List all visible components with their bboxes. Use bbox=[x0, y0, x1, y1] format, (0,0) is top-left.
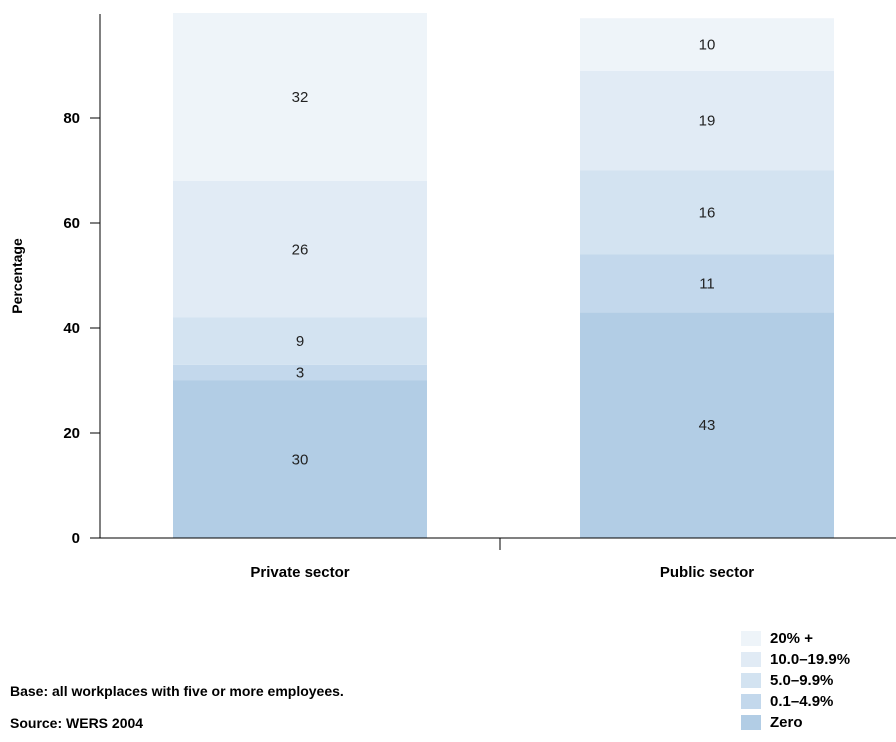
bar-segment bbox=[173, 181, 427, 318]
bar-segment bbox=[580, 254, 834, 313]
y-tick-label: 20 bbox=[63, 425, 80, 442]
legend-label: Zero bbox=[770, 714, 803, 731]
legend-label: 20% + bbox=[770, 630, 813, 647]
base-note: Base: all workplaces with five or more e… bbox=[10, 683, 344, 699]
source-note: Source: WERS 2004 bbox=[10, 715, 144, 731]
y-tick-label: 0 bbox=[72, 530, 80, 547]
legend-item: 10.0–19.9% bbox=[741, 649, 850, 670]
data-label: 32 bbox=[292, 89, 309, 106]
data-label: 43 bbox=[699, 417, 716, 434]
plot-area: 30 3 9 26 32 Private sector 43 11 16 19 10 Public s… bbox=[63, 13, 896, 581]
legend-item: 5.0–9.9% bbox=[741, 670, 850, 691]
legend-swatch bbox=[741, 694, 761, 709]
legend-swatch bbox=[741, 631, 761, 646]
data-label: 3 bbox=[296, 365, 304, 382]
bar-segment bbox=[580, 18, 834, 71]
data-label: 10 bbox=[699, 37, 716, 54]
legend-swatch bbox=[741, 652, 761, 667]
y-tick-label: 60 bbox=[63, 215, 80, 232]
legend-item: 20% + bbox=[741, 628, 850, 649]
legend: 20% + 10.0–19.9% 5.0–9.9% 0.1–4.9% Zero bbox=[741, 628, 850, 733]
bar-segment bbox=[173, 13, 427, 181]
y-tick-label: 40 bbox=[63, 320, 80, 337]
data-label: 11 bbox=[699, 275, 715, 292]
legend-swatch bbox=[741, 673, 761, 688]
bar-segment bbox=[173, 317, 427, 365]
bar-segment bbox=[173, 364, 427, 381]
legend-label: 5.0–9.9% bbox=[770, 672, 834, 689]
x-tick-label: Private sector bbox=[250, 564, 349, 581]
stacked-bar-chart: 30 3 9 26 32 Private sector 43 11 16 19 10 Public s… bbox=[9, 13, 896, 581]
x-tick-label: Public sector bbox=[660, 564, 754, 581]
legend-label: 10.0–19.9% bbox=[770, 651, 851, 668]
legend-swatch bbox=[741, 715, 761, 730]
data-label: 19 bbox=[699, 113, 716, 130]
legend-item: 0.1–4.9% bbox=[741, 691, 850, 712]
data-label: 26 bbox=[292, 241, 309, 258]
data-label: 9 bbox=[296, 333, 304, 350]
bar-segment bbox=[580, 70, 834, 171]
bar-segment bbox=[173, 380, 427, 538]
data-label: 30 bbox=[292, 451, 309, 468]
legend-item: Zero bbox=[741, 712, 850, 733]
data-label: 16 bbox=[699, 205, 716, 222]
y-axis-title: Percentage bbox=[9, 238, 25, 314]
bar-segment bbox=[580, 312, 834, 538]
bar-segment bbox=[580, 170, 834, 255]
y-tick-label: 80 bbox=[63, 110, 80, 127]
legend-label: 0.1–4.9% bbox=[770, 693, 834, 710]
